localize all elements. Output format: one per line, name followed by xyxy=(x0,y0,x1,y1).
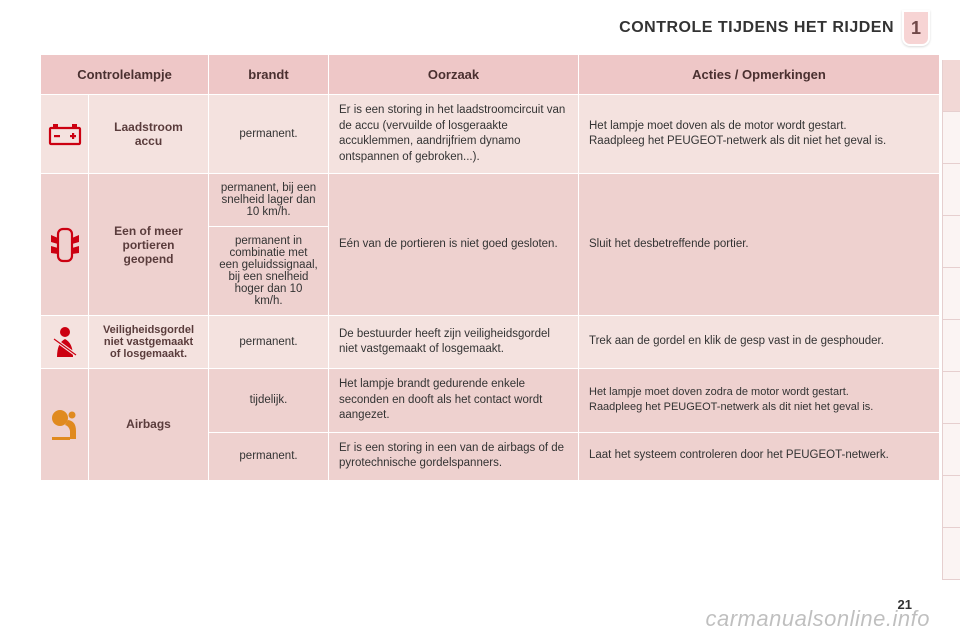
door-icon-cell xyxy=(41,174,89,316)
row-door-1: Een of meer portieren geopend permanent,… xyxy=(41,174,940,227)
door-open-icon xyxy=(49,226,81,264)
door-brandt-1: permanent, bij een snelheid lager dan 10… xyxy=(209,174,329,227)
seatbelt-brandt: permanent. xyxy=(209,316,329,369)
seatbelt-icon-cell xyxy=(41,316,89,369)
seatbelt-oorzaak: De bestuurder heeft zijn veiligheidsgord… xyxy=(329,316,579,369)
page-header: CONTROLE TIJDENS HET RIJDEN 1 xyxy=(40,10,940,46)
battery-lamp-name: Laadstroom accu xyxy=(89,95,209,174)
col-header-brandt: brandt xyxy=(209,55,329,95)
row-seatbelt: Veiligheidsgordel niet vastgemaakt of lo… xyxy=(41,316,940,369)
warning-lamp-table: Controlelampje brandt Oorzaak Acties / O… xyxy=(40,54,940,481)
row-airbag-1: Airbags tijdelijk. Het lampje brandt ged… xyxy=(41,369,940,433)
chapter-badge: 1 xyxy=(902,10,930,46)
seatbelt-lamp-name: Veiligheidsgordel niet vastgemaakt of lo… xyxy=(89,316,209,369)
side-tabs xyxy=(942,60,960,580)
airbag-lamp-name: Airbags xyxy=(89,369,209,481)
seatbelt-acties: Trek aan de gordel en klik de gesp vast … xyxy=(579,316,940,369)
airbag-acties-1: Het lampje moet doven zodra de motor wor… xyxy=(579,369,940,433)
watermark: carmanualsonline.info xyxy=(705,606,930,632)
battery-icon xyxy=(48,122,82,146)
table-header-row: Controlelampje brandt Oorzaak Acties / O… xyxy=(41,55,940,95)
airbag-icon xyxy=(49,407,81,441)
door-acties: Sluit het desbetreffende portier. xyxy=(579,174,940,316)
col-header-lamp: Controlelampje xyxy=(41,55,209,95)
airbag-oorzaak-2: Er is een storing in een van de airbags … xyxy=(329,432,579,480)
battery-brandt: permanent. xyxy=(209,95,329,174)
battery-icon-cell xyxy=(41,95,89,174)
col-header-oorzaak: Oorzaak xyxy=(329,55,579,95)
airbag-icon-cell xyxy=(41,369,89,481)
seatbelt-icon xyxy=(50,325,80,359)
door-oorzaak: Eén van de portieren is niet goed geslot… xyxy=(329,174,579,316)
battery-oorzaak: Er is een storing in het laadstroomcircu… xyxy=(329,95,579,174)
airbag-acties-2: Laat het systeem controleren door het PE… xyxy=(579,432,940,480)
row-battery: Laadstroom accu permanent. Er is een sto… xyxy=(41,95,940,174)
battery-acties: Het lampje moet doven als de motor wordt… xyxy=(579,95,940,174)
airbag-oorzaak-1: Het lampje brandt gedurende enkele secon… xyxy=(329,369,579,433)
door-brandt-2: permanent in combinatie met een geluidss… xyxy=(209,227,329,316)
page-title: CONTROLE TIJDENS HET RIJDEN xyxy=(619,19,894,37)
page-container: CONTROLE TIJDENS HET RIJDEN 1 Controlela… xyxy=(40,10,940,481)
airbag-brandt-1: tijdelijk. xyxy=(209,369,329,433)
airbag-brandt-2: permanent. xyxy=(209,432,329,480)
door-lamp-name: Een of meer portieren geopend xyxy=(89,174,209,316)
col-header-acties: Acties / Opmerkingen xyxy=(579,55,940,95)
